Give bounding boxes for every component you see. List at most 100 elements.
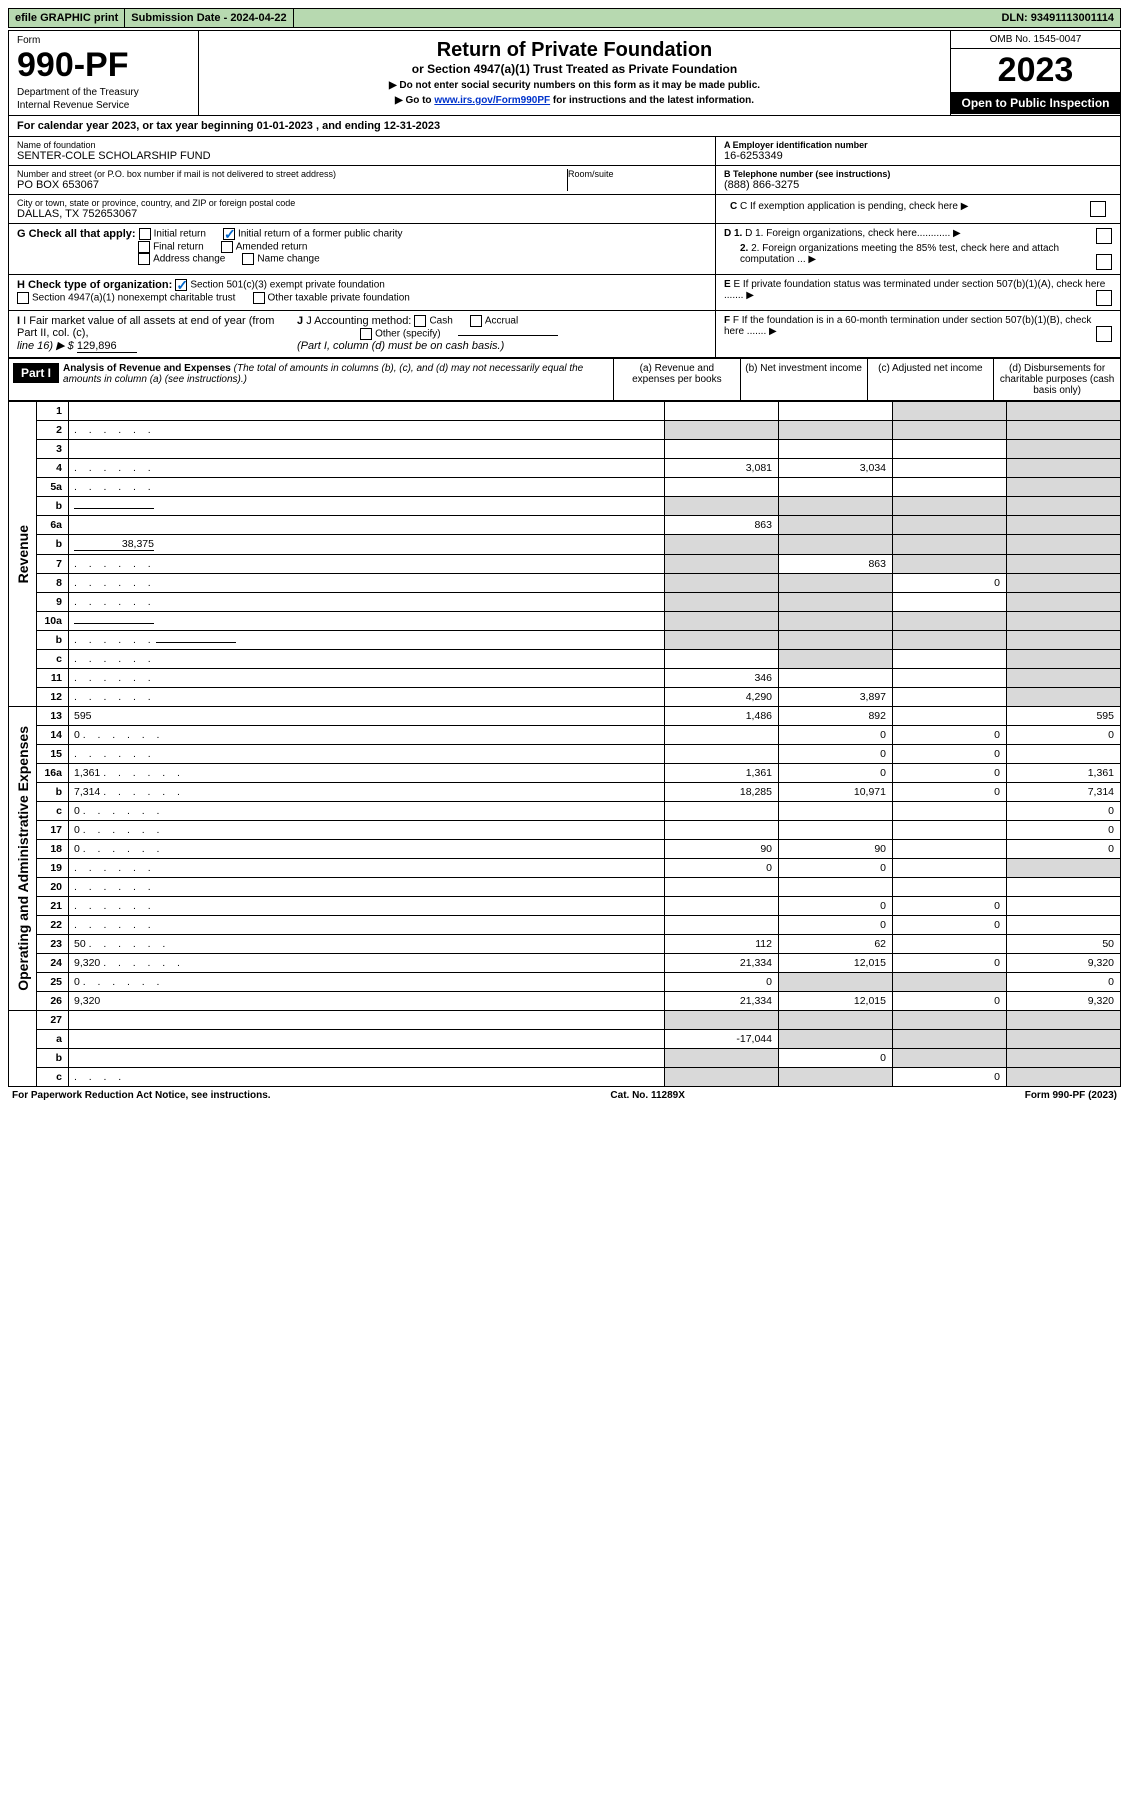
- cell-d: [1007, 402, 1121, 421]
- col-d-header: (d) Disbursements for charitable purpose…: [994, 359, 1120, 400]
- cell-c: [893, 421, 1007, 440]
- cell-b: 90: [779, 840, 893, 859]
- f-line: F F If the foundation is in a 60-month t…: [724, 315, 1091, 337]
- cell-a: 1,361: [665, 764, 779, 783]
- efile-print-btn[interactable]: efile GRAPHIC print: [9, 9, 125, 27]
- row-desc: 0 . . . . . .: [69, 726, 665, 745]
- form990pf-link[interactable]: www.irs.gov/Form990PF: [434, 95, 550, 106]
- table-row: 12 . . . . . .4,2903,897: [9, 688, 1121, 707]
- cell-c: 0: [893, 897, 1007, 916]
- omb-number: OMB No. 1545-0047: [951, 31, 1120, 49]
- cell-d: [1007, 897, 1121, 916]
- d1-checkbox[interactable]: [1096, 228, 1112, 244]
- main-table: Revenue12 . . . . . .34 . . . . . .3,081…: [8, 401, 1121, 1087]
- d2-checkbox[interactable]: [1096, 254, 1112, 270]
- j-accrual[interactable]: Accrual: [470, 315, 518, 327]
- cell-c: [893, 459, 1007, 478]
- cell-c: 0: [893, 954, 1007, 973]
- cell-b: [779, 1011, 893, 1030]
- row-number: 26: [37, 992, 69, 1011]
- h-4947[interactable]: Section 4947(a)(1) nonexempt charitable …: [17, 292, 235, 304]
- table-row: b0: [9, 1049, 1121, 1068]
- ij-left: I I Fair market value of all assets at e…: [9, 311, 715, 357]
- cell-d: [1007, 859, 1121, 878]
- j-cash[interactable]: Cash: [414, 315, 452, 327]
- cell-a: [665, 631, 779, 650]
- i-line-label: line 16) ▶ $: [17, 340, 74, 352]
- h-other-taxable[interactable]: Other taxable private foundation: [253, 292, 410, 304]
- cell-c: [893, 935, 1007, 954]
- row-desc: . . . . . .: [69, 916, 665, 935]
- i-label: I Fair market value of all assets at end…: [17, 315, 274, 339]
- h-row: H Check type of organization: Section 50…: [8, 275, 1121, 311]
- c-checkbox[interactable]: [1084, 198, 1112, 220]
- part1-header: Part I Analysis of Revenue and Expenses …: [8, 358, 1121, 401]
- row-number: 4: [37, 459, 69, 478]
- topbar-spacer: [294, 9, 996, 27]
- table-row: 5a . . . . . .: [9, 478, 1121, 497]
- row-desc: . . . . . .: [69, 745, 665, 764]
- cell-a: [665, 1068, 779, 1087]
- cell-c: [893, 859, 1007, 878]
- g-initial-return[interactable]: Initial return: [139, 228, 206, 240]
- row-number: b: [37, 1049, 69, 1068]
- table-row: 6a863: [9, 516, 1121, 535]
- cell-c: [893, 802, 1007, 821]
- row-desc: . . . . . .: [69, 859, 665, 878]
- h-501c3[interactable]: Section 501(c)(3) exempt private foundat…: [175, 279, 385, 291]
- cell-a: [665, 726, 779, 745]
- g-final-return[interactable]: Final return: [138, 241, 204, 253]
- cell-b: 0: [779, 745, 893, 764]
- cell-b: 62: [779, 935, 893, 954]
- dept-treasury: Department of the Treasury: [17, 87, 190, 98]
- cell-c: [893, 535, 1007, 555]
- row-number: 23: [37, 935, 69, 954]
- cell-c: [893, 840, 1007, 859]
- row-desc: 9,320: [69, 992, 665, 1011]
- city: DALLAS, TX 752653067: [17, 208, 707, 220]
- table-row: 15 . . . . . .00: [9, 745, 1121, 764]
- table-row: 4 . . . . . .3,0813,034: [9, 459, 1121, 478]
- cell-a: [665, 421, 779, 440]
- h-check-block: H Check type of organization: Section 50…: [9, 275, 715, 310]
- table-row: c0 . . . . . .0: [9, 802, 1121, 821]
- exemption-pending-cell: C C If exemption application is pending,…: [716, 195, 1120, 223]
- cell-a: [665, 650, 779, 669]
- cell-d: [1007, 574, 1121, 593]
- goto-note: ▶ Go to www.irs.gov/Form990PF for instru…: [203, 95, 946, 106]
- table-row: 3: [9, 440, 1121, 459]
- city-label: City or town, state or province, country…: [17, 198, 707, 208]
- g-initial-former[interactable]: Initial return of a former public charit…: [223, 228, 403, 240]
- cell-b: [779, 516, 893, 535]
- g-name-change[interactable]: Name change: [242, 253, 319, 265]
- h-label: H Check type of organization:: [17, 279, 172, 291]
- irs-label: Internal Revenue Service: [17, 100, 190, 111]
- cell-d: [1007, 1011, 1121, 1030]
- cell-c: [893, 707, 1007, 726]
- dln: DLN: 93491113001114: [995, 9, 1120, 27]
- ein-cell: A Employer identification number 16-6253…: [716, 137, 1120, 166]
- e-checkbox[interactable]: [1096, 290, 1112, 306]
- g-address-change[interactable]: Address change: [138, 253, 225, 265]
- row-number: c: [37, 802, 69, 821]
- f-checkbox[interactable]: [1096, 326, 1112, 342]
- e-block: E E If private foundation status was ter…: [715, 275, 1120, 310]
- cell-d: [1007, 688, 1121, 707]
- top-bar: efile GRAPHIC print Submission Date - 20…: [8, 8, 1121, 28]
- cell-d: [1007, 478, 1121, 497]
- j-other[interactable]: Other (specify): [360, 328, 441, 340]
- cell-d: [1007, 516, 1121, 535]
- row-number: 17: [37, 821, 69, 840]
- table-row: 10a: [9, 612, 1121, 631]
- cell-c: [893, 440, 1007, 459]
- cell-d: [1007, 555, 1121, 574]
- cell-c: [893, 402, 1007, 421]
- side-label-cell: Revenue: [9, 402, 37, 707]
- cell-d: [1007, 421, 1121, 440]
- form-id-block: Form 990-PF Department of the Treasury I…: [9, 31, 199, 115]
- page-footer: For Paperwork Reduction Act Notice, see …: [8, 1087, 1121, 1104]
- open-public: Open to Public Inspection: [951, 92, 1120, 114]
- cell-d: [1007, 612, 1121, 631]
- table-row: c . . . . . .: [9, 650, 1121, 669]
- cell-b: [779, 821, 893, 840]
